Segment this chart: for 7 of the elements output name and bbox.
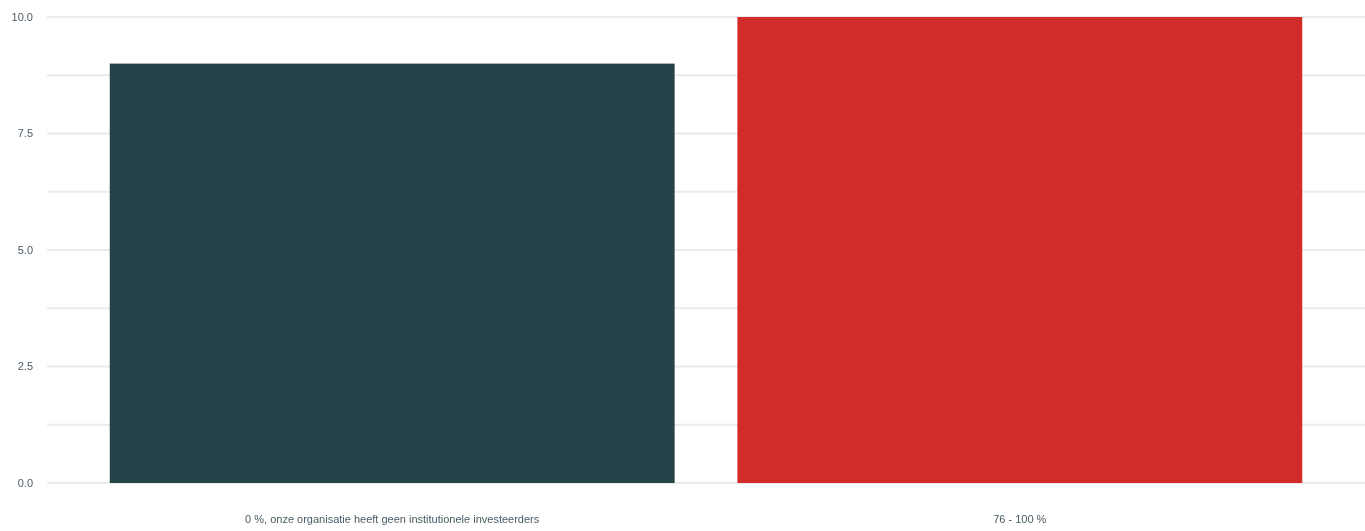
x-tick-label: 76 - 100 % bbox=[993, 513, 1047, 525]
y-tick-label: 2.5 bbox=[17, 360, 33, 373]
y-tick-label: 0.0 bbox=[17, 476, 33, 489]
y-tick-label: 10.0 bbox=[11, 10, 33, 23]
y-tick-label: 5.0 bbox=[17, 243, 33, 256]
y-tick-label: 7.5 bbox=[17, 127, 33, 140]
x-tick-label: 0 %, onze organisatie heeft geen institutionele investeerders bbox=[245, 513, 540, 525]
